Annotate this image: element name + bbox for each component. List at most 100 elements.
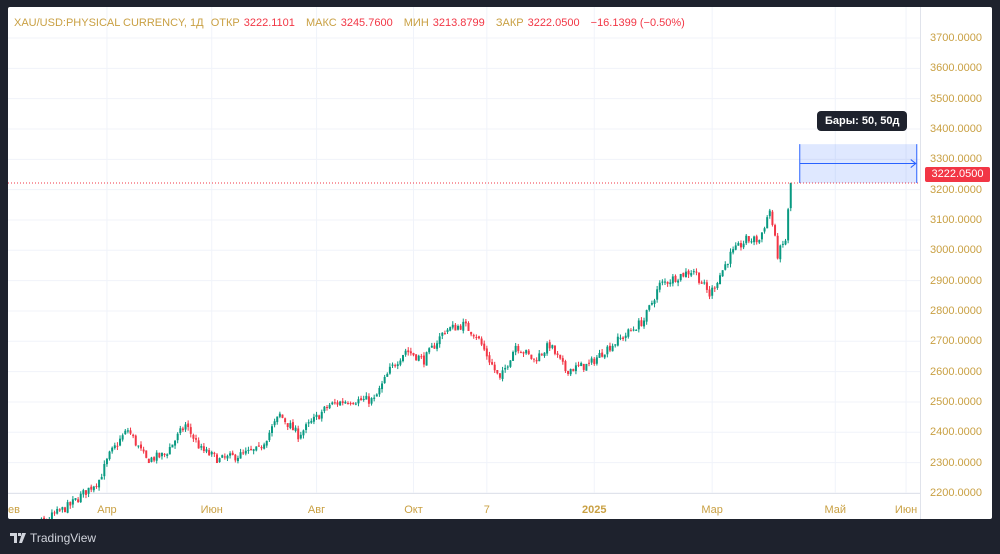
candle-body [409,351,412,354]
candle-body [119,438,122,446]
candle-body [84,490,87,495]
chart-canvas[interactable] [8,7,992,519]
candle-body [721,270,724,277]
candle-body [404,350,407,355]
candle-body [692,271,695,273]
candle-body [645,310,648,322]
candle-body [671,276,674,284]
time-tick-label: Июн [200,504,223,516]
candle-body [467,322,470,331]
tradingview-logo[interactable]: TradingView [10,531,96,545]
candle-body [163,453,166,455]
candle-body [459,325,462,330]
candle-body [158,452,161,458]
candle-body [323,406,326,412]
candle-body [307,422,310,424]
candle-body [656,289,659,300]
candle-body [648,305,651,310]
candle-body [328,404,331,409]
open-value: 3222.1101 [243,17,295,29]
candle-body [297,428,300,440]
time-tick-label: Окт [404,504,423,516]
candle-body [719,275,722,285]
candle-body [477,336,480,339]
candle-body [223,456,226,458]
candle-body [430,345,433,348]
candle-body [711,287,714,296]
candle-body [425,352,428,366]
candle-body [498,373,501,378]
candle-body [103,463,106,477]
candle-body [598,352,601,358]
candle-body [745,235,748,244]
time-tick-label: 2025 [582,504,607,516]
candle-body [428,348,431,353]
candle-body [184,424,187,430]
candle-body [480,338,483,345]
candle-body [105,458,108,465]
candle-body [305,424,308,431]
candle-body [629,330,632,332]
candle-body [417,355,420,361]
candle-body [684,271,687,278]
candle-body [650,302,653,305]
candle-body [202,446,205,451]
chart-panel[interactable]: XAU/USD:PHYSICAL CURRENCY, 1Д ОТКР 3222.1… [8,7,992,519]
candle-body [64,507,67,513]
candle-body [708,289,711,297]
candle-body [236,457,239,462]
close-label: ЗАКР [495,17,524,29]
high-label: МАКС [305,17,337,29]
candle-body [679,274,682,281]
candle-body [485,348,488,357]
candle-body [284,418,287,423]
candle-body [281,414,284,418]
candle-body [50,512,53,519]
candle-body [226,455,229,459]
candle-body [517,346,520,352]
candle-body [90,486,93,490]
candle-body [784,240,787,245]
candle-body [454,324,457,331]
candle-body [291,422,294,431]
candle-body [616,336,619,346]
candle-body [664,281,666,283]
candle-body [312,416,315,422]
candle-body [546,343,549,354]
candle-body [522,352,525,354]
time-tick-label: Мар [701,504,723,516]
symbol-title: XAU/USD:PHYSICAL CURRENCY, 1Д [14,17,204,29]
candle-body [483,343,486,350]
candle-body [548,342,551,349]
candle-body [352,403,355,405]
candle-body [747,236,750,242]
candle-body [362,399,365,401]
candle-body [140,444,142,449]
candle-body [509,360,512,367]
candle-body [608,345,611,351]
candle-body [294,427,297,431]
price-tick-label: 3600.0000 [930,62,982,75]
candle-body [462,321,465,331]
candle-body [506,366,509,368]
candle-body [619,337,622,339]
candle-body [375,394,378,397]
candle-body [436,343,439,349]
candle-body [590,358,593,363]
change-value: −16.1399 (−0.50%) [590,17,685,29]
candle-body [336,402,339,405]
candle-body [399,360,402,365]
candle-body [703,282,706,284]
candle-body [593,358,596,364]
candle-body [153,457,156,461]
candle-body [755,236,758,243]
time-tick-label: Апр [97,504,117,516]
candle-body [116,445,119,447]
candle-body [213,452,216,454]
candle-body [551,345,554,348]
candle-body [326,406,329,408]
candle-body [56,508,59,514]
candle-body [176,433,179,441]
candle-body [527,350,530,354]
candle-body [187,423,190,428]
